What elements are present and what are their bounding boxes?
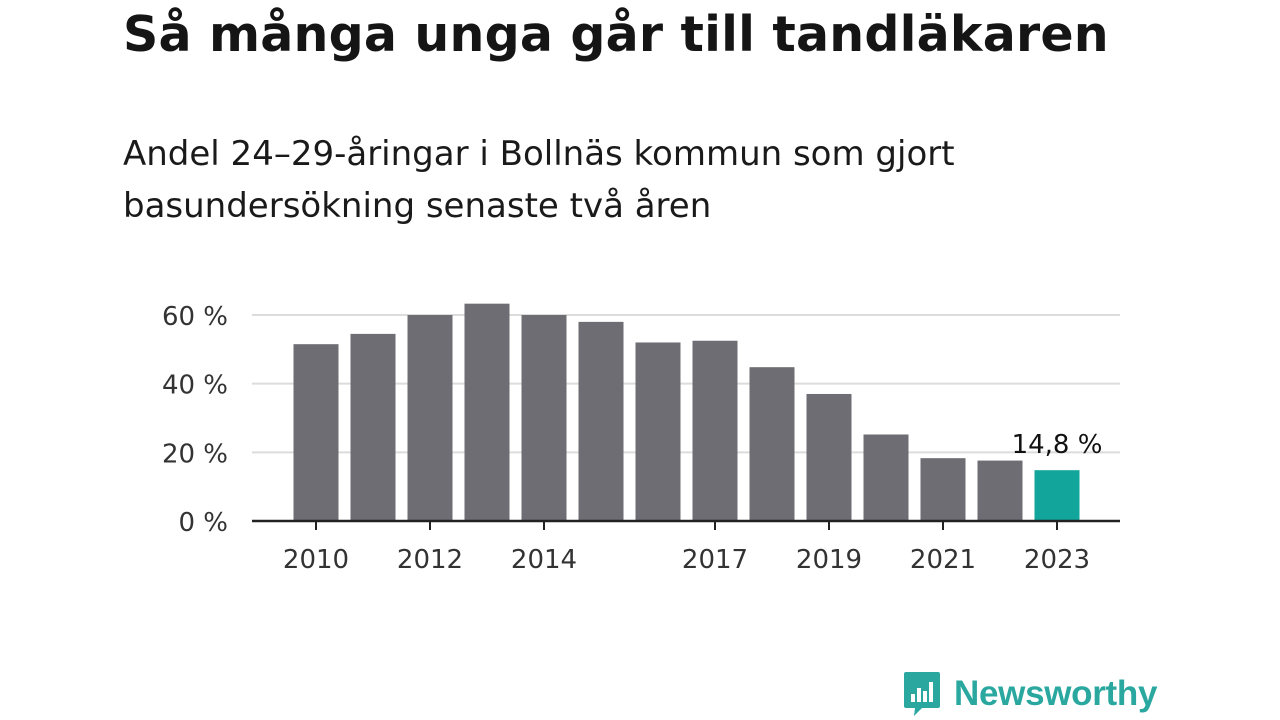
bar [350, 333, 396, 521]
y-tick-label: 60 % [162, 302, 228, 332]
bar [863, 434, 909, 521]
data-label: 14,8 % [1012, 430, 1103, 460]
chart-subtitle: Andel 24–29-åringar i Bollnäs kommun som… [123, 134, 955, 226]
bar [293, 344, 339, 521]
bar [1034, 470, 1080, 521]
bar [464, 303, 510, 521]
x-tick-label: 2014 [511, 545, 577, 575]
bar [635, 342, 681, 521]
x-tick-label: 2021 [910, 545, 976, 575]
bar [920, 458, 966, 521]
bar [692, 340, 738, 521]
x-tick-label: 2023 [1024, 545, 1090, 575]
newsworthy-logo: Newsworthy [902, 670, 1157, 718]
x-tick-label: 2010 [283, 545, 349, 575]
bar [578, 321, 624, 521]
bar [521, 315, 567, 521]
chart-title: Så många unga går till tandläkaren [123, 6, 1109, 63]
y-tick-label: 0 % [178, 508, 228, 538]
y-tick-label: 20 % [162, 439, 228, 469]
bar [749, 367, 795, 521]
x-tick-label: 2019 [796, 545, 862, 575]
x-tick-label: 2017 [682, 545, 748, 575]
newsworthy-logo-icon [904, 672, 940, 716]
y-tick-label: 40 % [162, 371, 228, 401]
newsworthy-logo-text: Newsworthy [954, 674, 1158, 713]
x-tick-label: 2012 [397, 545, 463, 575]
bar [806, 393, 852, 521]
bar [407, 315, 453, 521]
bar [977, 460, 1023, 521]
